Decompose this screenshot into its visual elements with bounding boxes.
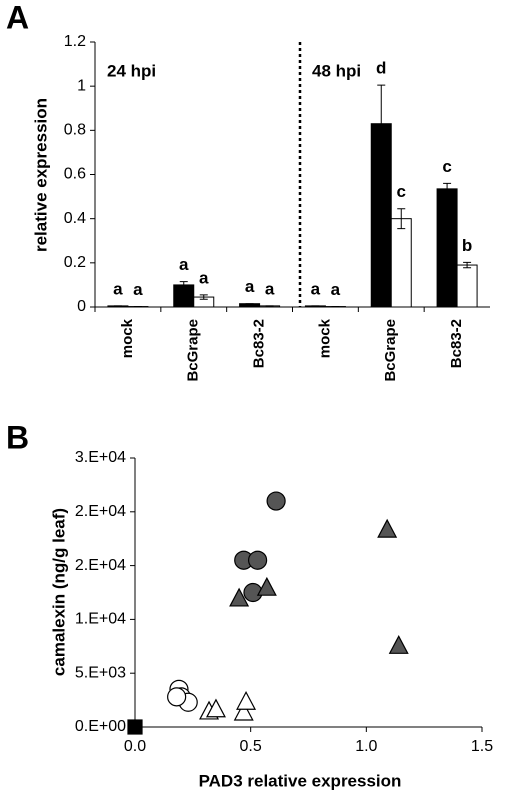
significance-letter: a xyxy=(331,280,341,299)
y-tick-label: 0.8 xyxy=(64,122,86,139)
point xyxy=(233,701,254,721)
y-axis-label: relative expression xyxy=(31,98,50,252)
error-bar xyxy=(199,294,208,300)
x-tick-label: Bc83-2 xyxy=(448,319,465,368)
bar xyxy=(456,264,478,308)
significance-letter: a xyxy=(133,280,143,299)
significance-letter: a xyxy=(245,277,255,296)
significance-letter: a xyxy=(311,279,321,298)
significance-letter: a xyxy=(265,279,275,298)
point xyxy=(256,576,277,596)
bar xyxy=(436,188,458,308)
x-axis-label: PAD3 relative expression xyxy=(199,771,402,790)
point xyxy=(248,550,268,570)
y-tick-label: 1.2 xyxy=(64,33,86,50)
point xyxy=(388,635,409,654)
error-bar xyxy=(463,261,472,269)
x-tick-label: 1.0 xyxy=(355,738,377,755)
point xyxy=(127,719,143,735)
annotation: 48 hpi xyxy=(312,61,361,80)
panel-label: B xyxy=(6,419,29,455)
y-tick-label: 0 xyxy=(77,298,86,315)
x-tick-label: mock xyxy=(316,318,333,358)
annotation: 24 hpi xyxy=(107,61,156,80)
x-tick-label: 0.0 xyxy=(124,738,146,755)
error-bar xyxy=(179,281,188,289)
point xyxy=(377,518,398,538)
y-tick-label: 1 xyxy=(77,77,86,94)
y-tick-label: 2.E+04 xyxy=(75,503,126,520)
significance-letter: d xyxy=(376,59,386,78)
significance-letter: a xyxy=(199,268,209,287)
y-tick-label: 1.E+04 xyxy=(75,611,126,628)
point xyxy=(167,687,187,707)
y-tick-label: 0.6 xyxy=(64,166,86,183)
error-bar xyxy=(443,182,452,195)
y-axis-label: camalexin (ng/g leaf) xyxy=(49,508,68,676)
x-tick-label: BcGrape xyxy=(185,319,202,382)
y-tick-label: 0.2 xyxy=(64,254,86,271)
significance-letter: c xyxy=(442,157,451,176)
significance-letter: a xyxy=(179,255,189,274)
point xyxy=(205,698,226,718)
x-tick-label: Bc83-2 xyxy=(251,319,268,368)
x-tick-label: BcGrape xyxy=(382,319,399,382)
point xyxy=(266,491,286,511)
point xyxy=(236,690,257,710)
y-tick-label: 3.E+04 xyxy=(75,449,126,466)
error-bar xyxy=(377,84,386,163)
y-tick-label: 2.E+04 xyxy=(75,557,126,574)
significance-letter: a xyxy=(113,279,123,298)
significance-letter: b xyxy=(462,236,472,255)
bar xyxy=(390,218,412,308)
significance-letter: c xyxy=(397,182,406,201)
panel-label: A xyxy=(6,0,29,35)
x-tick-label: 0.5 xyxy=(240,738,262,755)
y-tick-label: 5.E+03 xyxy=(75,664,126,681)
x-tick-label: 1.5 xyxy=(471,738,493,755)
error-bar xyxy=(397,208,406,230)
y-tick-label: 0.E+00 xyxy=(75,718,126,735)
x-tick-label: mock xyxy=(119,318,136,358)
point xyxy=(229,587,250,607)
y-tick-label: 0.4 xyxy=(64,210,86,227)
